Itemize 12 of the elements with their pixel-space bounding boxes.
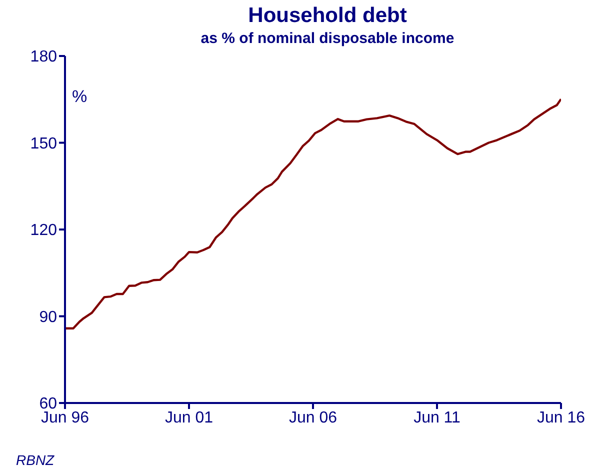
y-tick-label: 90: [39, 308, 58, 326]
x-tick-label: Jun 11: [414, 409, 461, 426]
x-tick-label: Jun 06: [288, 409, 338, 426]
y-tick-label: 150: [30, 135, 58, 152]
y-axis-title: %: [72, 87, 88, 107]
x-tick-label: Jun 01: [164, 409, 214, 426]
chart-subtitle: as % of nominal disposable income: [200, 30, 456, 47]
x-tick-label: Jun 16: [536, 409, 586, 426]
y-tick-label: 180: [30, 48, 58, 66]
y-tick-label: 120: [30, 222, 58, 240]
text: RBNZ: [16, 452, 54, 468]
chart-title: Household debt: [247, 4, 408, 28]
